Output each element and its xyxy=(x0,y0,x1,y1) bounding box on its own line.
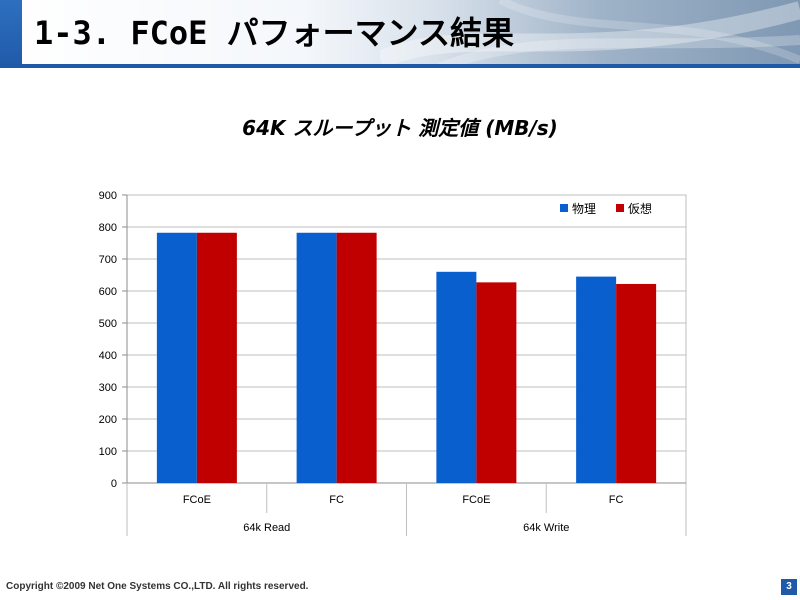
y-tick-label: 600 xyxy=(99,286,117,298)
bar-physical xyxy=(296,232,337,483)
banner-accent xyxy=(0,0,22,68)
chart-title: 64K スループット 測定値 (MB/s) xyxy=(242,116,558,140)
group-label: 64k Write xyxy=(523,522,569,534)
slide-title: 1-3. FCoE パフォーマンス結果 xyxy=(34,14,515,52)
bar-physical xyxy=(436,271,477,483)
banner-decoration xyxy=(380,0,800,68)
y-tick-label: 200 xyxy=(99,414,117,426)
bar-virtual xyxy=(196,232,237,483)
bar-virtual xyxy=(616,283,657,483)
page-number: 3 xyxy=(781,579,797,595)
x-tick-label: FC xyxy=(329,494,344,506)
copyright-footer: Copyright ©2009 Net One Systems CO.,LTD.… xyxy=(6,581,309,592)
legend-label: 物理 xyxy=(572,202,596,216)
x-tick-label: FCoE xyxy=(183,494,211,506)
y-tick-label: 800 xyxy=(99,222,117,234)
banner-underline xyxy=(0,64,800,68)
y-tick-label: 900 xyxy=(99,190,117,202)
y-tick-label: 500 xyxy=(99,318,117,330)
legend-label: 仮想 xyxy=(628,201,652,216)
x-tick-label: FCoE xyxy=(462,494,490,506)
y-tick-label: 0 xyxy=(111,478,117,490)
y-tick-label: 700 xyxy=(99,254,117,266)
y-tick-label: 400 xyxy=(99,350,117,362)
x-tick-label: FC xyxy=(609,494,624,506)
group-label: 64k Read xyxy=(243,522,290,534)
bar-physical xyxy=(156,232,197,483)
bar-virtual xyxy=(336,232,377,483)
legend-swatch xyxy=(616,204,624,212)
title-banner: 1-3. FCoE パフォーマンス結果 xyxy=(0,0,800,68)
y-tick-label: 100 xyxy=(99,446,117,458)
bar-physical xyxy=(576,276,617,483)
legend-swatch xyxy=(560,204,568,212)
y-tick-label: 300 xyxy=(99,382,117,394)
bar-virtual xyxy=(476,282,517,483)
